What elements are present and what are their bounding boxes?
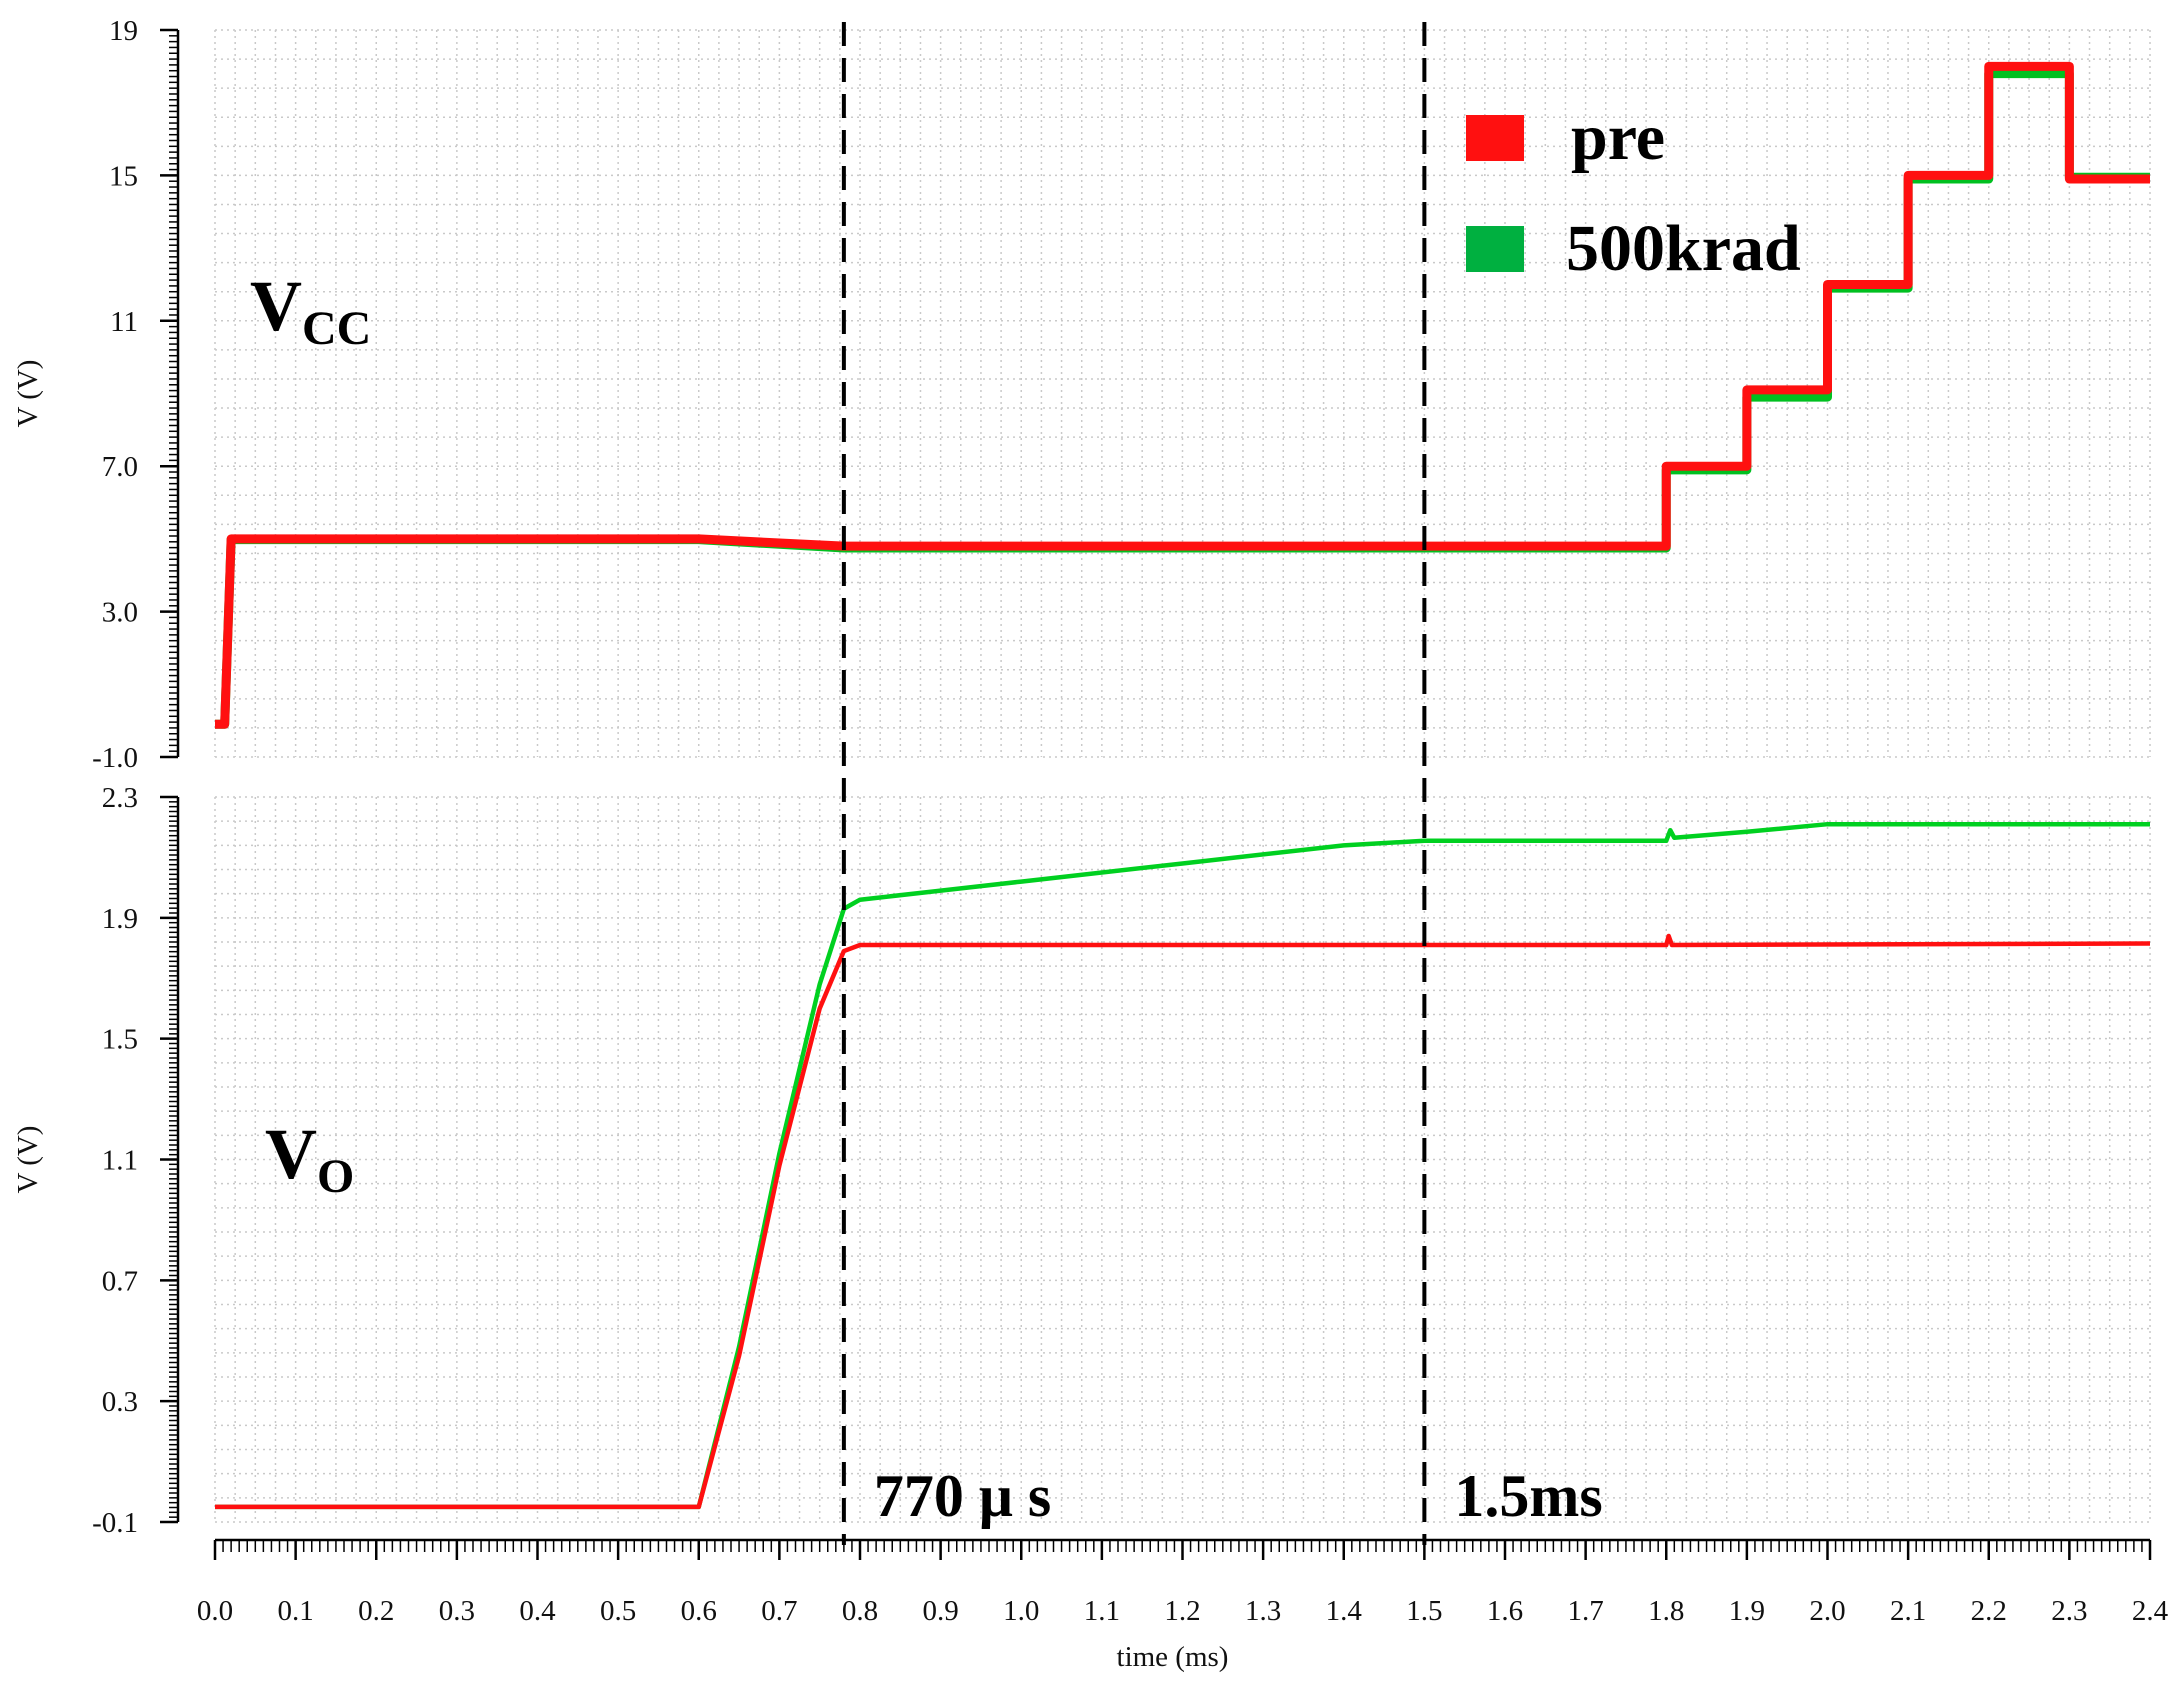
axes-layer: -1.0 3.0 7.0 11 15 19 V (V) -0.1 0.3 0.7 1.1 1.5 1.9… (12, 15, 2169, 1673)
x-tick-label: 2.3 (2051, 1595, 2087, 1627)
marker-label: 770 μ s (874, 1463, 1051, 1529)
x-tick-label: 0.4 (519, 1595, 556, 1627)
marker-layer: 770 μ s 1.5ms (841, 22, 1603, 1545)
y-axis-title: V (V) (12, 1126, 44, 1194)
panel-label-main: V (265, 1114, 317, 1194)
series-line-pre (215, 933, 2151, 1510)
x-tick-label: 0.1 (278, 1595, 314, 1627)
y-tick-label: 0.7 (102, 1265, 138, 1297)
x-tick-label: 1.5 (1406, 1595, 1442, 1627)
y-tick-label: 2.3 (102, 782, 138, 814)
x-tick-label: 1.9 (1729, 1595, 1765, 1627)
x-tick-label: 1.2 (1164, 1595, 1200, 1627)
y-tick-label: -0.1 (92, 1507, 138, 1539)
legend-label: pre (1571, 101, 1665, 174)
x-tick-label: 0.7 (761, 1595, 797, 1627)
legend-swatch-pre (1466, 115, 1524, 161)
x-tick-label: 2.2 (1971, 1595, 2007, 1627)
y-tick-label: 11 (110, 306, 138, 338)
legend-swatch-500krad (1466, 226, 1524, 272)
x-tick-label: 0.8 (842, 1595, 878, 1627)
y-tick-label: 3.0 (102, 597, 138, 629)
y-tick-label: 19 (109, 15, 138, 47)
y-tick-label: 7.0 (102, 451, 138, 483)
panel-label-sub: O (317, 1150, 354, 1203)
panel-label: VCC (250, 266, 371, 355)
x-tick-label: 1.1 (1084, 1595, 1120, 1627)
x-tick-label: 0.9 (923, 1595, 959, 1627)
y-tick-label: 1.1 (102, 1145, 138, 1177)
grid-layer (214, 29, 2151, 1523)
series-line-pre (215, 61, 2150, 729)
series-line-500krad (215, 821, 2150, 1510)
series-layer (215, 61, 2151, 1510)
x-tick-label: 0.2 (358, 1595, 394, 1627)
x-tick-label: 1.0 (1003, 1595, 1039, 1627)
x-tick-label: 2.0 (1809, 1595, 1845, 1627)
marker-label: 1.5ms (1454, 1463, 1602, 1529)
y-tick-label: 1.9 (102, 903, 138, 935)
x-tick-label: 1.6 (1487, 1595, 1523, 1627)
y-tick-label: 0.3 (102, 1386, 138, 1418)
x-tick-label: 0.5 (600, 1595, 636, 1627)
y-tick-label: -1.0 (92, 742, 138, 774)
y-axis-title: V (V) (12, 360, 44, 428)
x-tick-label: 2.1 (1890, 1595, 1926, 1627)
x-tick-label: 0.0 (197, 1595, 233, 1627)
x-tick-label: 0.3 (439, 1595, 475, 1627)
x-tick-label: 1.3 (1245, 1595, 1281, 1627)
legend-label: 500krad (1566, 212, 1801, 285)
x-tick-label: 1.7 (1568, 1595, 1604, 1627)
x-tick-label: 1.8 (1648, 1595, 1684, 1627)
panel-label-main: V (250, 266, 302, 346)
y-tick-label: 15 (109, 160, 138, 192)
x-tick-label: 0.6 (681, 1595, 717, 1627)
panel-label-sub: CC (302, 302, 371, 355)
panel-label: VO (265, 1114, 354, 1203)
x-tick-label: 1.4 (1326, 1595, 1363, 1627)
y-tick-label: 1.5 (102, 1024, 138, 1056)
x-axis-title: time (ms) (1117, 1641, 1229, 1673)
x-tick-label: 2.4 (2132, 1595, 2169, 1627)
